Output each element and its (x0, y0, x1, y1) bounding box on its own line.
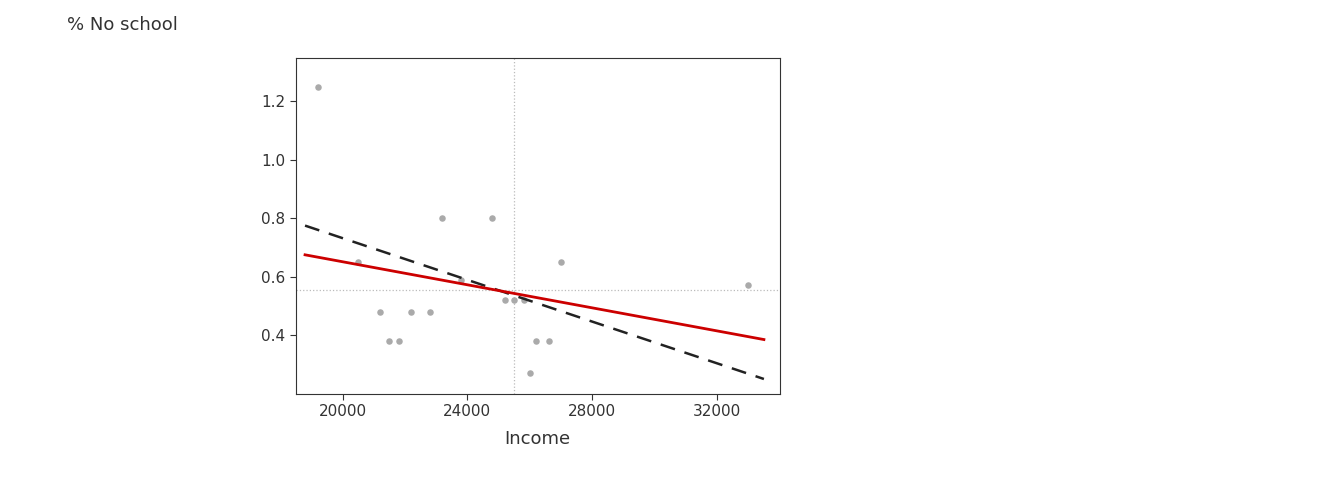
Point (481, 215, 503, 222)
Point (347, 258, 368, 266)
Point (388, 337, 410, 345)
Point (306, 83, 328, 91)
Text: % No school: % No school (67, 15, 177, 34)
Point (431, 215, 453, 222)
Point (379, 337, 401, 345)
X-axis label: Income: Income (504, 430, 571, 448)
Point (495, 296, 516, 304)
Point (550, 258, 571, 266)
Point (419, 308, 441, 316)
Point (504, 296, 526, 304)
Point (538, 337, 559, 345)
Point (450, 276, 472, 284)
Point (526, 337, 547, 345)
Point (738, 282, 759, 289)
Point (519, 369, 540, 377)
Point (370, 308, 391, 316)
Point (513, 296, 535, 304)
Point (401, 308, 422, 316)
